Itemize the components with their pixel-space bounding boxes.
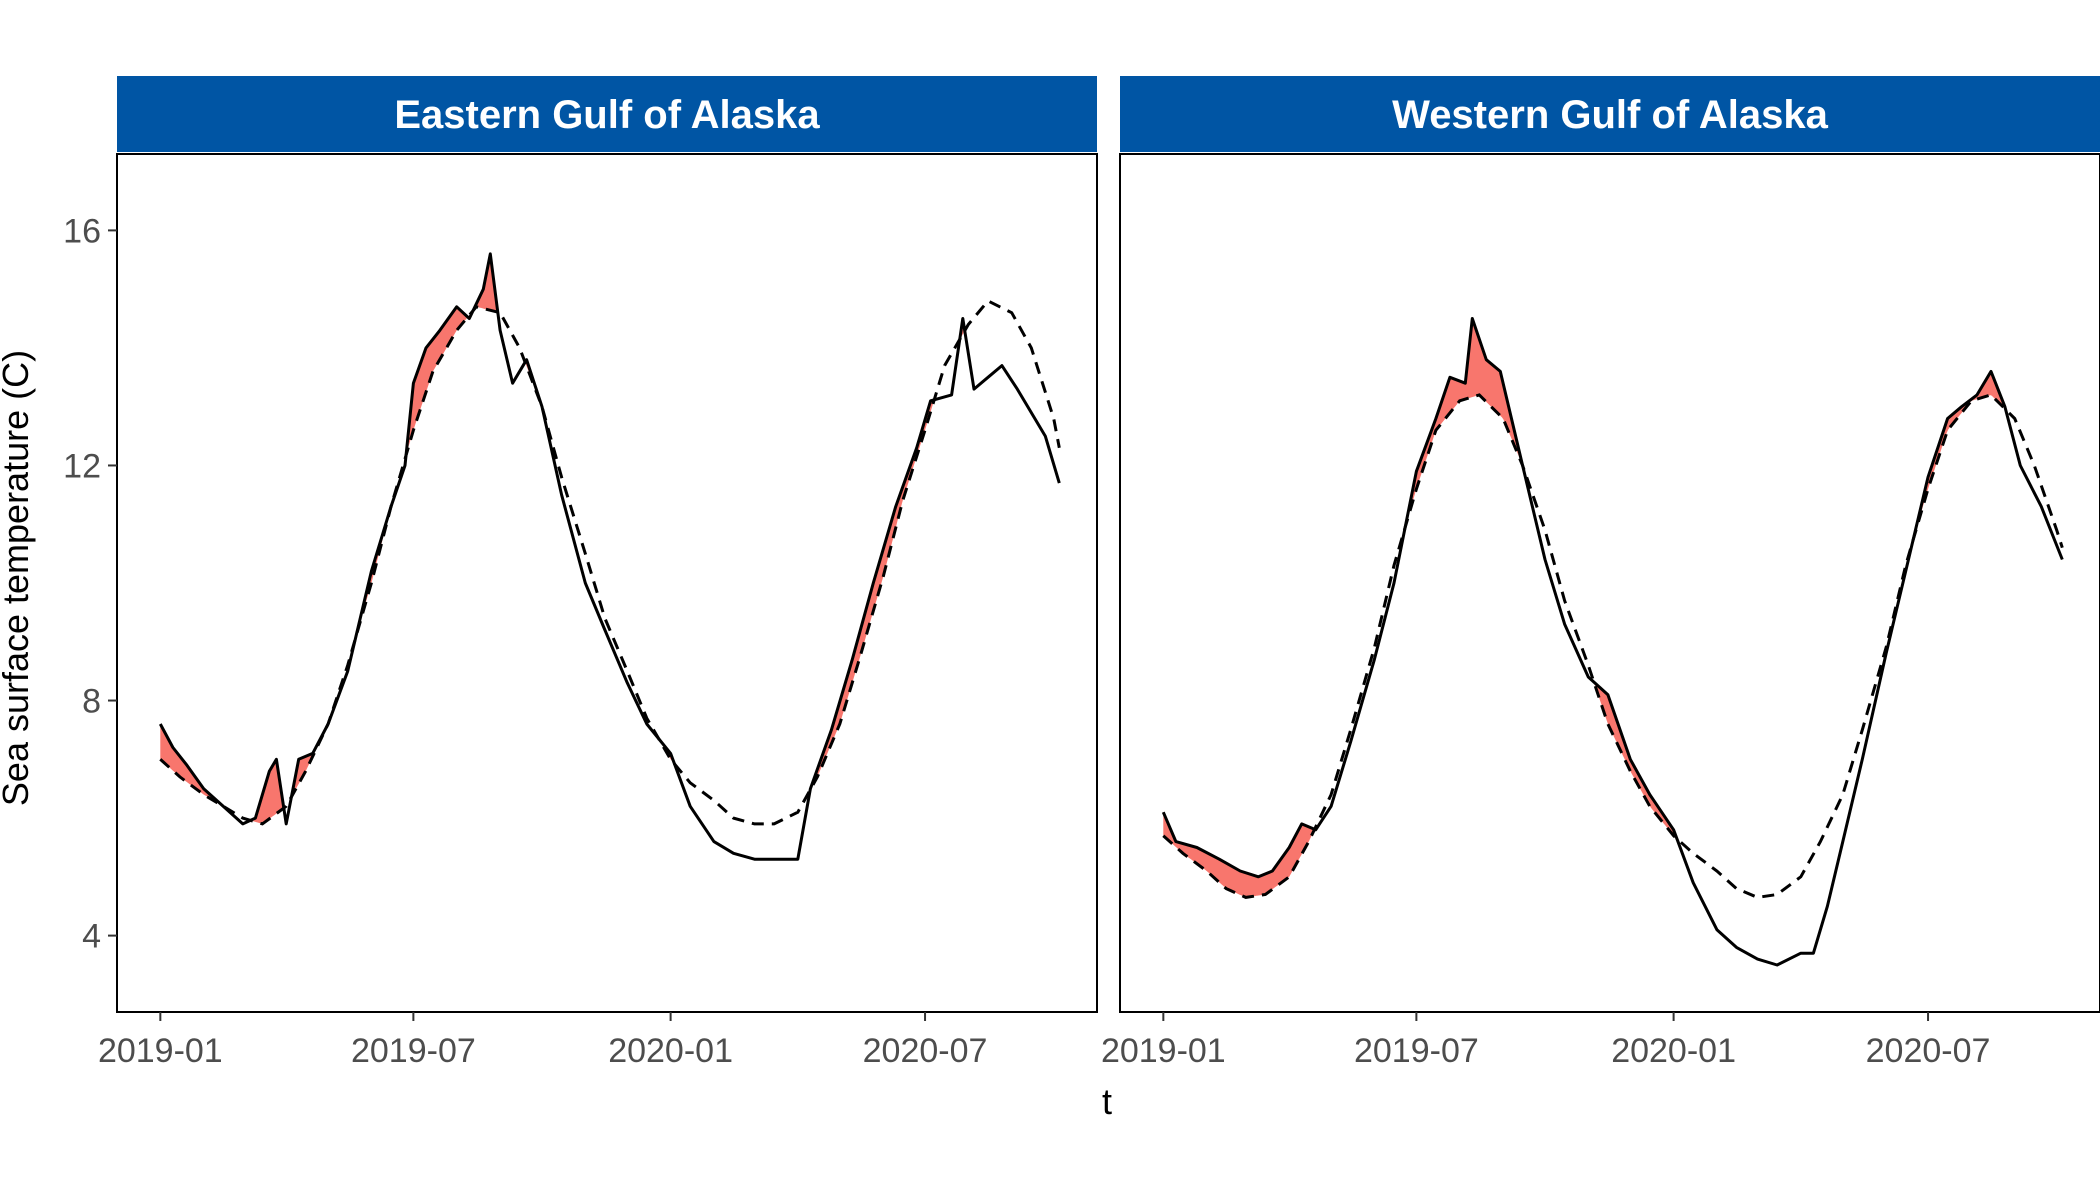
anomaly-area xyxy=(1406,321,1522,525)
x-axis-title: t xyxy=(1102,1081,1112,1122)
y-tick-label: 16 xyxy=(63,212,101,250)
x-tick-label: 2019-01 xyxy=(1101,1032,1226,1070)
x-tick-label: 2019-07 xyxy=(351,1032,476,1070)
anomaly-area xyxy=(1163,812,1314,898)
panel-border xyxy=(116,153,1098,1013)
panel-strip xyxy=(1120,76,2100,152)
panel-title: Western Gulf of Alaska xyxy=(1392,93,1828,137)
anomaly-area xyxy=(1594,682,1676,838)
x-tick-label: 2020-07 xyxy=(863,1032,988,1070)
observed-line xyxy=(1161,317,2064,967)
panel-border xyxy=(1119,153,2100,1013)
y-tick-label: 4 xyxy=(82,918,101,956)
x-tick-label: 2019-07 xyxy=(1354,1032,1479,1070)
climatology-line xyxy=(159,299,1061,826)
x-tick-label: 2020-01 xyxy=(608,1032,733,1070)
y-axis-title: Sea surface temperature (C) xyxy=(0,350,36,806)
x-tick-label: 2019-01 xyxy=(98,1032,223,1070)
anomaly-area xyxy=(1913,372,2006,538)
observed-line xyxy=(158,252,1061,861)
climatology-line xyxy=(1162,393,2064,899)
y-tick-label: 12 xyxy=(63,447,101,485)
panel-title: Eastern Gulf of Alaska xyxy=(394,93,820,137)
anomaly-area xyxy=(160,724,222,806)
y-tick-label: 8 xyxy=(82,683,101,721)
x-tick-label: 2020-01 xyxy=(1611,1032,1736,1070)
x-tick-label: 2020-07 xyxy=(1866,1032,1991,1070)
panel-strip xyxy=(117,76,1097,152)
